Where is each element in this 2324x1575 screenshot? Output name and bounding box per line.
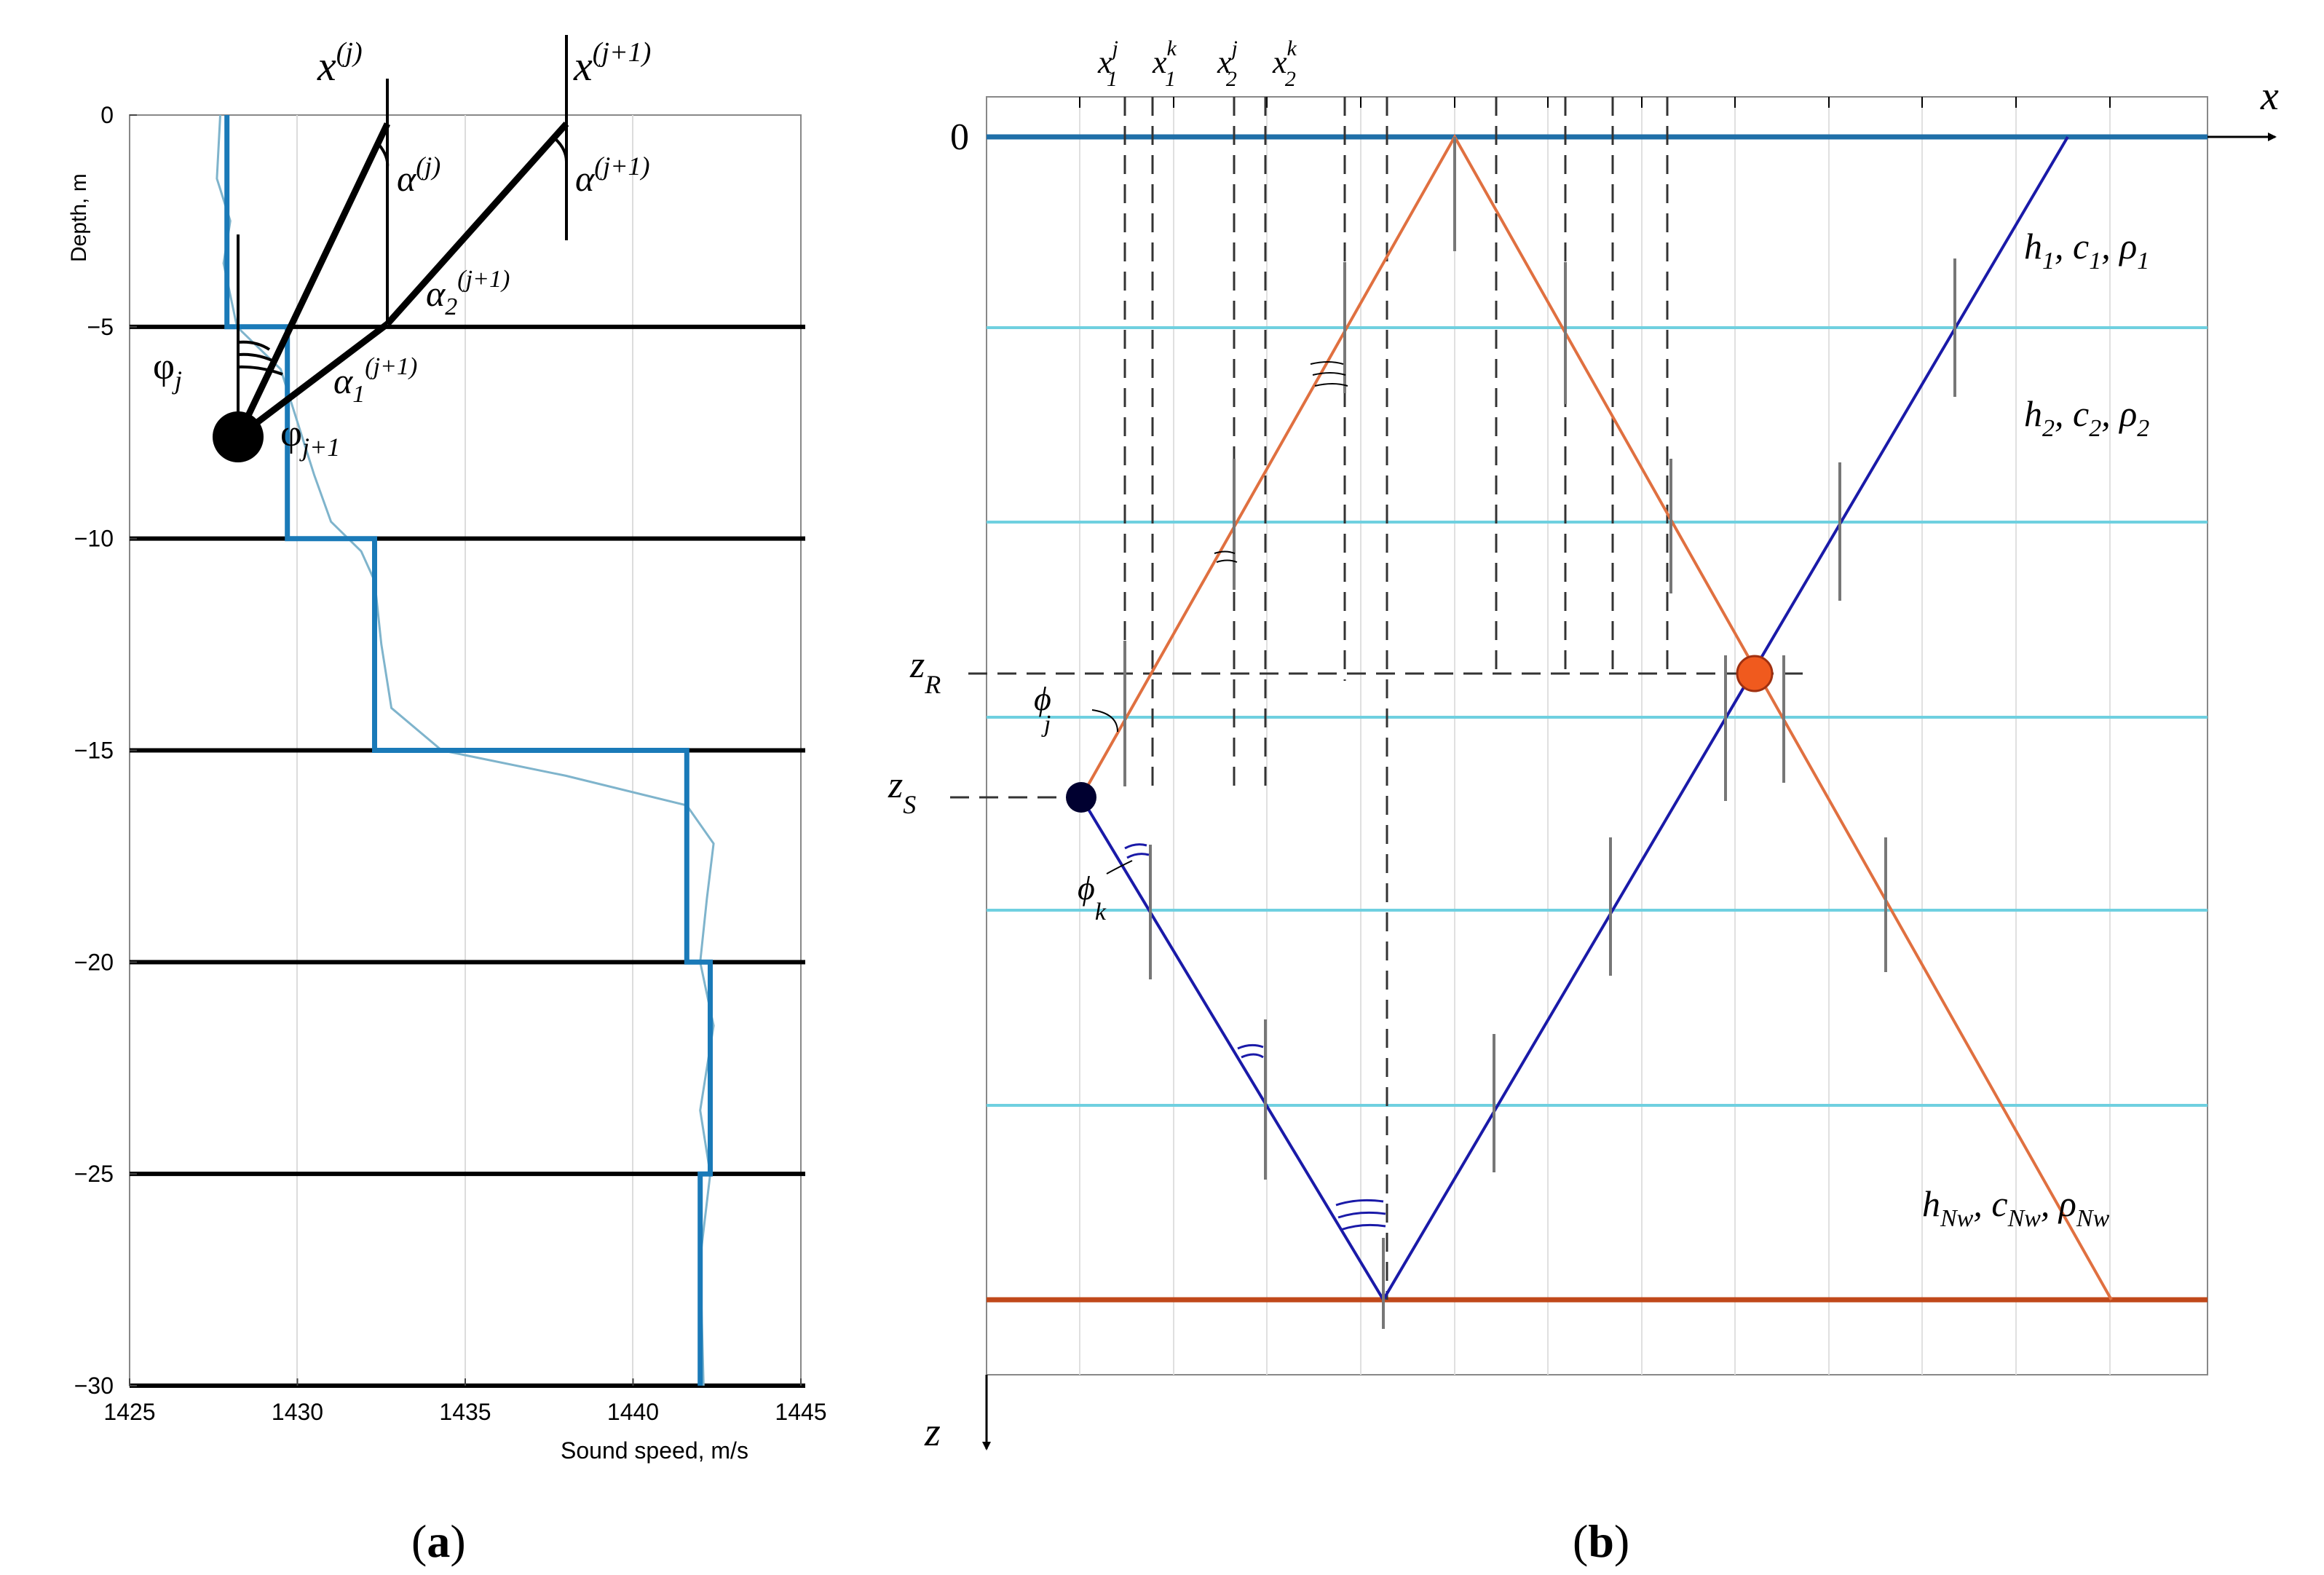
y-tick-label: −30 [74,1373,114,1399]
y-axis-label: Depth, m [67,173,91,262]
x-tick-label: 1445 [775,1399,826,1425]
x-tick-labels: 1425 1430 1435 1440 1445 [103,1378,827,1425]
label-layer-N: hNw, cNw, ρNw [1922,1183,2110,1232]
x-tick-label: 1430 [272,1399,323,1425]
y-tick-label: −20 [74,949,114,975]
label-phi-j: φj [153,346,182,395]
label-z-axis: z [924,1410,941,1455]
label-alpha-1: α1(j+1) [333,353,417,408]
ray-diagram-a [213,35,569,462]
normals [1123,137,1956,1329]
label-x-axis: x [2260,74,2279,119]
panel-a: 0−5−10−15−20−25−30 1425 1430 1435 1440 1445 … [67,35,827,1567]
source-dot-a [213,411,264,462]
top-label-x: xj 2 [1217,36,1238,91]
label-layer-1: h1, c1, ρ1 [2024,226,2149,275]
top-label-x: xk 1 [1152,36,1177,91]
ray-j1-lower [236,321,390,440]
label-z-S: zS [888,765,916,819]
plot-b-frame [986,96,2208,1375]
caption-b: (b) [1573,1515,1629,1567]
x-tick-label: 1425 [103,1399,155,1425]
label-phi-k-b: ϕk [1078,869,1107,925]
label-alpha-2: α2(j+1) [426,266,510,320]
dashed-verticals [1123,97,1669,1300]
layer-boundaries [987,326,2208,1107]
top-ticks-b [1079,97,2111,108]
label-phi-j1: φj+1 [280,413,340,462]
top-labels: xj 1 xk 1 xj 2 xk 2 [1097,36,1297,91]
y-tick-labels: 0 −5 −10 −15 −20 −25 −30 [74,102,137,1399]
stepped-profile-line [224,115,713,1386]
label-layer-2: h2, c2, ρ2 [2024,393,2149,442]
x-axis-label: Sound speed, m/s [561,1437,748,1464]
x-tick-label: 1440 [607,1399,659,1425]
y-tick-label: −5 [87,314,114,340]
label-z-R: zR [909,644,941,699]
ray-j1-upper [384,121,569,327]
x-tick-label: 1435 [439,1399,491,1425]
label-origin: 0 [950,117,969,158]
y-tick-label: 0 [100,102,114,128]
phi-k-arc [1106,860,1133,875]
y-tick-label: −15 [74,738,114,764]
label-alpha-j: α(j) [397,151,440,199]
label-x-j: x(j) [317,37,363,90]
y-tick-label: −10 [74,526,114,552]
angle-marks-orange [1214,361,1348,563]
source-dot [1066,782,1096,813]
top-label-x: xj 1 [1097,36,1118,91]
ray-j [234,122,391,438]
receiver-dot [1736,655,1774,692]
caption-a: (a) [411,1515,466,1567]
label-x-j1: x(j+1) [573,37,651,90]
dashed-horizontals [950,672,1813,799]
panel-b: 0 x z zR zS ϕj ϕk xj 1 xk 1 xj 2 xk 2 h1, c1, ρ… [888,36,2279,1567]
y-tick-label: −25 [74,1161,114,1187]
label-alpha-j1: α(j+1) [575,151,650,199]
angle-marks-blue [1124,843,1386,1231]
top-label-x: xk 2 [1272,36,1297,91]
phi-j-arc [1091,709,1118,733]
